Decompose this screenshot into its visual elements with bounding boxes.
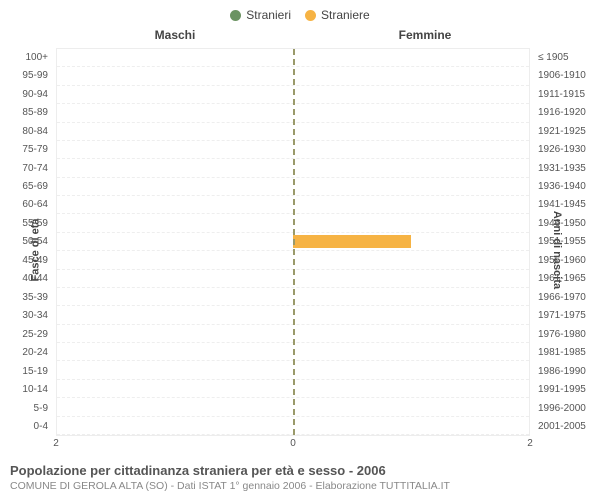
subheader-female: Femmine [300, 28, 600, 42]
y-right-tick: 1936-1940 [534, 177, 600, 195]
y-left-tick: 30-34 [0, 307, 52, 325]
y-left-tick: 95-99 [0, 66, 52, 84]
y-right-tick: 1991-1995 [534, 380, 600, 398]
y-right-tick: 1931-1935 [534, 159, 600, 177]
y-left-tick: 50-54 [0, 233, 52, 251]
y-left-tick: 10-14 [0, 380, 52, 398]
y-left-tick: 55-59 [0, 214, 52, 232]
y-left-tick: 20-24 [0, 344, 52, 362]
y-right-tick: 1941-1945 [534, 196, 600, 214]
y-left-tick: 5-9 [0, 399, 52, 417]
y-left-tick: 25-29 [0, 325, 52, 343]
y-right-tick: 1956-1960 [534, 251, 600, 269]
x-axis-ticks: 2 0 2 [56, 438, 530, 452]
y-left-tick: 80-84 [0, 122, 52, 140]
legend-dot-male [230, 10, 241, 21]
y-right-tick: 1926-1930 [534, 140, 600, 158]
y-right-tick: 1946-1950 [534, 214, 600, 232]
y-left-tick: 15-19 [0, 362, 52, 380]
y-right-tick: 1951-1955 [534, 233, 600, 251]
y-right-tick: 1921-1925 [534, 122, 600, 140]
y-right-tick: 1981-1985 [534, 344, 600, 362]
y-left-tick: 100+ [0, 48, 52, 66]
y-left-tick: 45-49 [0, 251, 52, 269]
subheader-male: Maschi [0, 28, 300, 42]
y-right-tick: 1906-1910 [534, 66, 600, 84]
y-left-tick: 65-69 [0, 177, 52, 195]
legend-label-female: Straniere [321, 8, 370, 22]
legend-label-male: Stranieri [246, 8, 291, 22]
y-right-tick: ≤ 1905 [534, 48, 600, 66]
y-left-tick: 85-89 [0, 103, 52, 121]
legend-item-male: Stranieri [230, 8, 291, 22]
y-left-tick: 0-4 [0, 417, 52, 435]
legend-dot-female [305, 10, 316, 21]
y-right-tick-labels: ≤ 19051906-19101911-19151916-19201921-19… [534, 48, 600, 436]
y-left-tick: 60-64 [0, 196, 52, 214]
x-tick: 2 [53, 438, 59, 449]
y-right-tick: 1916-1920 [534, 103, 600, 121]
y-right-tick: 2001-2005 [534, 417, 600, 435]
y-right-tick: 1961-1965 [534, 270, 600, 288]
y-right-tick: 1976-1980 [534, 325, 600, 343]
y-left-tick-labels: 100+95-9990-9485-8980-8475-7970-7465-696… [0, 48, 52, 436]
caption-title: Popolazione per cittadinanza straniera p… [10, 463, 590, 478]
x-tick: 2 [527, 438, 533, 449]
y-right-tick: 1996-2000 [534, 399, 600, 417]
subheaders: Maschi Femmine [0, 28, 600, 42]
plot-area [56, 48, 530, 436]
legend-item-female: Straniere [305, 8, 370, 22]
caption-subtitle: COMUNE DI GEROLA ALTA (SO) - Dati ISTAT … [10, 480, 590, 492]
y-right-tick: 1986-1990 [534, 362, 600, 380]
legend: Stranieri Straniere [0, 0, 600, 22]
y-right-tick: 1911-1915 [534, 85, 600, 103]
x-tick: 0 [290, 438, 296, 449]
y-left-tick: 40-44 [0, 270, 52, 288]
bar-female [293, 235, 411, 247]
caption: Popolazione per cittadinanza straniera p… [10, 463, 590, 492]
y-left-tick: 70-74 [0, 159, 52, 177]
y-left-tick: 90-94 [0, 85, 52, 103]
y-left-tick: 35-39 [0, 288, 52, 306]
y-right-tick: 1966-1970 [534, 288, 600, 306]
y-right-tick: 1971-1975 [534, 307, 600, 325]
y-left-tick: 75-79 [0, 140, 52, 158]
population-pyramid-chart: Stranieri Straniere Maschi Femmine Fasce… [0, 0, 600, 500]
center-line [293, 49, 295, 435]
